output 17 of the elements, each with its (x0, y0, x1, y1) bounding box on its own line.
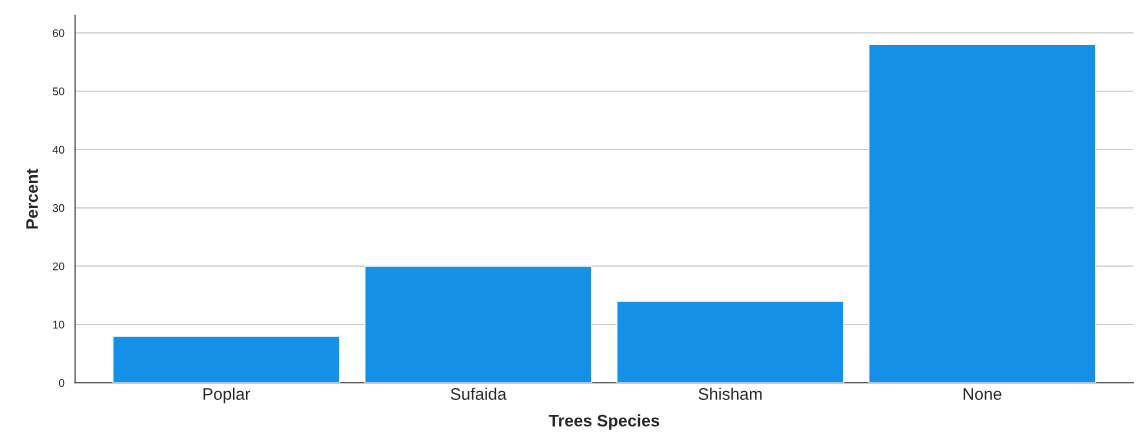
x-tick-label: None (963, 388, 1002, 400)
y-tick-label: 0 (58, 379, 65, 387)
bar (364, 265, 593, 383)
x-axis-title: Trees Species (548, 414, 660, 430)
bar (112, 335, 341, 383)
x-tick-label: Sufaida (450, 387, 507, 400)
y-tick-label: 40 (52, 145, 65, 154)
x-tick-label: Shisham (698, 387, 762, 400)
y-tick-label: 30 (52, 204, 65, 212)
y-tick-label: 10 (53, 320, 65, 329)
y-tick-label: 20 (52, 262, 65, 271)
y-tick-label: 60 (52, 29, 65, 38)
y-tick-label: 50 (52, 87, 65, 96)
bar (868, 44, 1097, 383)
bar (616, 300, 845, 383)
x-tick-label: Poplar (203, 387, 251, 404)
y-axis-title: Percent (26, 168, 38, 229)
